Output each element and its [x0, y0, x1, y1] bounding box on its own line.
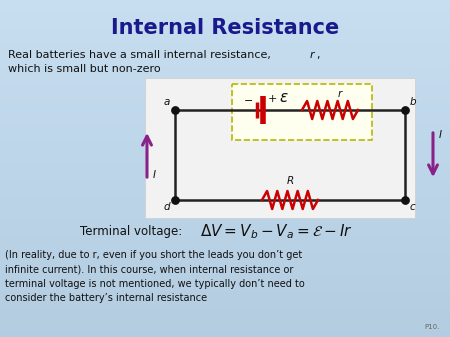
Text: $+$: $+$ — [267, 93, 277, 104]
Bar — [0, 135, 450, 141]
Bar — [0, 247, 450, 253]
Bar — [0, 298, 450, 303]
Bar — [0, 124, 450, 129]
Bar — [0, 45, 450, 51]
Bar — [0, 208, 450, 213]
Bar — [0, 62, 450, 67]
Bar — [0, 213, 450, 219]
Bar — [0, 146, 450, 152]
Bar — [0, 264, 450, 270]
Bar — [0, 225, 450, 230]
Bar — [0, 253, 450, 258]
Text: $\Delta V = V_b - V_a = \mathcal{E} - Ir$: $\Delta V = V_b - V_a = \mathcal{E} - Ir… — [200, 223, 353, 241]
Bar — [0, 23, 450, 28]
Bar — [0, 242, 450, 247]
Text: Internal Resistance: Internal Resistance — [111, 18, 339, 38]
Bar — [0, 67, 450, 73]
Bar — [145, 78, 415, 218]
Bar — [0, 157, 450, 163]
Bar — [0, 95, 450, 101]
Bar — [0, 258, 450, 264]
Bar — [0, 331, 450, 337]
Bar — [0, 6, 450, 11]
Bar — [0, 326, 450, 331]
Bar — [0, 141, 450, 146]
Bar — [0, 180, 450, 185]
Text: Terminal voltage:: Terminal voltage: — [80, 225, 182, 239]
Bar — [0, 84, 450, 90]
Bar — [0, 202, 450, 208]
Bar — [0, 185, 450, 191]
Text: (In reality, due to r, even if you short the leads you don’t get
infinite curren: (In reality, due to r, even if you short… — [5, 250, 305, 303]
Bar — [0, 101, 450, 107]
Bar — [0, 270, 450, 275]
Text: b: b — [410, 97, 417, 107]
Point — [171, 107, 179, 113]
Text: R: R — [286, 176, 293, 186]
Bar — [0, 292, 450, 298]
Bar — [0, 219, 450, 225]
Point — [401, 107, 409, 113]
Bar — [0, 11, 450, 17]
Bar — [0, 0, 450, 6]
Bar — [0, 309, 450, 314]
Text: P10.: P10. — [425, 324, 440, 330]
Text: r: r — [338, 89, 342, 99]
Bar — [0, 174, 450, 180]
Bar — [0, 129, 450, 135]
Bar — [0, 28, 450, 34]
Bar — [0, 118, 450, 124]
Text: I: I — [153, 170, 156, 180]
Text: c: c — [410, 202, 416, 212]
Bar — [0, 320, 450, 326]
Text: d: d — [163, 202, 170, 212]
Point — [171, 197, 179, 203]
Text: $\varepsilon$: $\varepsilon$ — [279, 90, 289, 105]
Bar — [0, 79, 450, 84]
Point — [401, 197, 409, 203]
Bar — [0, 236, 450, 242]
Text: r: r — [310, 50, 315, 60]
Text: which is small but non-zero: which is small but non-zero — [8, 64, 161, 74]
Bar — [0, 152, 450, 157]
Bar — [0, 90, 450, 95]
Bar — [0, 191, 450, 196]
Bar — [0, 303, 450, 309]
Bar — [232, 84, 372, 140]
Bar — [0, 51, 450, 56]
Bar — [0, 230, 450, 236]
Bar — [0, 163, 450, 168]
Bar — [0, 281, 450, 286]
Bar — [0, 107, 450, 112]
Text: a: a — [164, 97, 170, 107]
Text: $-$: $-$ — [243, 94, 253, 104]
Bar — [0, 56, 450, 62]
Bar — [0, 314, 450, 320]
Bar — [0, 73, 450, 79]
Bar — [0, 196, 450, 202]
Bar — [0, 34, 450, 39]
Bar — [0, 275, 450, 281]
Bar — [0, 286, 450, 292]
Text: ,: , — [316, 50, 320, 60]
Bar — [0, 17, 450, 23]
Text: I: I — [439, 130, 442, 140]
Bar — [0, 168, 450, 174]
Text: Real batteries have a small internal resistance,: Real batteries have a small internal res… — [8, 50, 274, 60]
Bar — [0, 112, 450, 118]
Bar — [0, 39, 450, 45]
